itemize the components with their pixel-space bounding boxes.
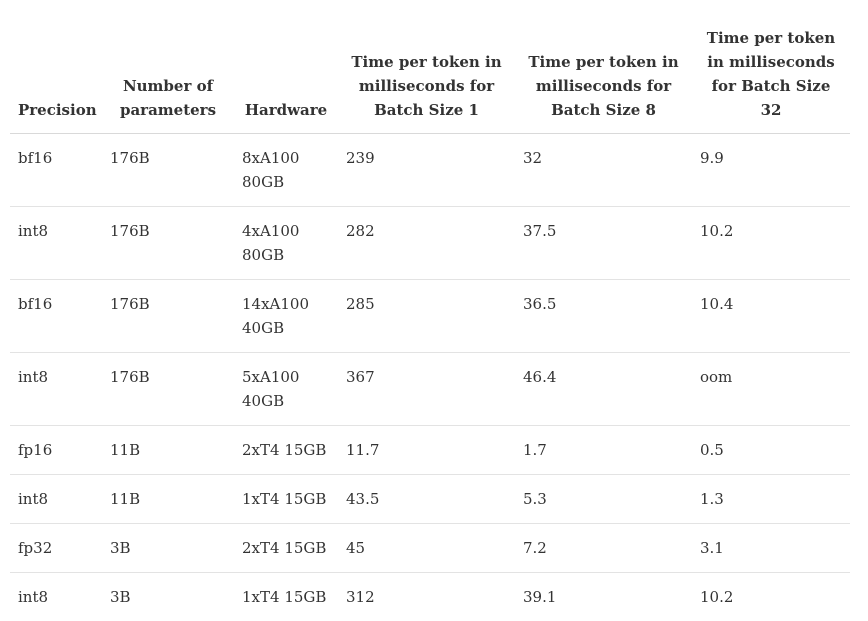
header-time-batch-32: Time per token in milliseconds for Batch…: [692, 22, 850, 134]
cell-precision: int8: [10, 207, 102, 280]
cell-time-batch-1: 285: [338, 280, 515, 353]
table-row: bf16 176B 8xA100 80GB 239 32 9.9: [10, 134, 850, 207]
cell-parameters: 3B: [102, 524, 234, 573]
cell-precision: bf16: [10, 280, 102, 353]
header-time-batch-8: Time per token in milliseconds for Batch…: [515, 22, 692, 134]
cell-time-batch-32: 10.2: [692, 207, 850, 280]
header-row: Precision Number of parameters Hardware …: [10, 22, 850, 134]
cell-time-batch-1: 11.7: [338, 426, 515, 475]
cell-time-batch-32: 0.5: [692, 426, 850, 475]
table-row: fp32 3B 2xT4 15GB 45 7.2 3.1: [10, 524, 850, 573]
cell-parameters: 11B: [102, 426, 234, 475]
cell-time-batch-32: 10.4: [692, 280, 850, 353]
table-row: bf16 176B 14xA100 40GB 285 36.5 10.4: [10, 280, 850, 353]
cell-time-batch-1: 43.5: [338, 475, 515, 524]
cell-parameters: 176B: [102, 207, 234, 280]
cell-time-batch-1: 312: [338, 573, 515, 621]
cell-parameters: 3B: [102, 573, 234, 621]
cell-time-batch-1: 45: [338, 524, 515, 573]
cell-hardware: 4xA100 80GB: [234, 207, 338, 280]
cell-time-batch-8: 39.1: [515, 573, 692, 621]
cell-time-batch-8: 5.3: [515, 475, 692, 524]
cell-time-batch-32: oom: [692, 353, 850, 426]
table-row: int8 176B 5xA100 40GB 367 46.4 oom: [10, 353, 850, 426]
table-row: fp16 11B 2xT4 15GB 11.7 1.7 0.5: [10, 426, 850, 475]
cell-time-batch-32: 3.1: [692, 524, 850, 573]
cell-precision: int8: [10, 573, 102, 621]
cell-time-batch-32: 1.3: [692, 475, 850, 524]
table-body: bf16 176B 8xA100 80GB 239 32 9.9 int8 17…: [10, 134, 850, 621]
cell-time-batch-8: 46.4: [515, 353, 692, 426]
cell-time-batch-8: 7.2: [515, 524, 692, 573]
cell-precision: fp16: [10, 426, 102, 475]
cell-time-batch-1: 367: [338, 353, 515, 426]
table-row: int8 3B 1xT4 15GB 312 39.1 10.2: [10, 573, 850, 621]
cell-hardware: 8xA100 80GB: [234, 134, 338, 207]
table-row: int8 176B 4xA100 80GB 282 37.5 10.2: [10, 207, 850, 280]
header-time-batch-1: Time per token in milliseconds for Batch…: [338, 22, 515, 134]
cell-time-batch-32: 9.9: [692, 134, 850, 207]
cell-time-batch-1: 239: [338, 134, 515, 207]
cell-parameters: 176B: [102, 353, 234, 426]
cell-hardware: 14xA100 40GB: [234, 280, 338, 353]
cell-precision: int8: [10, 353, 102, 426]
header-number-of-parameters: Number of parameters: [102, 22, 234, 134]
cell-time-batch-32: 10.2: [692, 573, 850, 621]
benchmark-table-container: Precision Number of parameters Hardware …: [10, 22, 850, 621]
header-hardware: Hardware: [234, 22, 338, 134]
cell-precision: fp32: [10, 524, 102, 573]
cell-hardware: 2xT4 15GB: [234, 524, 338, 573]
benchmark-table: Precision Number of parameters Hardware …: [10, 22, 850, 621]
cell-hardware: 1xT4 15GB: [234, 475, 338, 524]
table-row: int8 11B 1xT4 15GB 43.5 5.3 1.3: [10, 475, 850, 524]
cell-time-batch-8: 32: [515, 134, 692, 207]
cell-precision: bf16: [10, 134, 102, 207]
cell-time-batch-8: 1.7: [515, 426, 692, 475]
cell-parameters: 176B: [102, 280, 234, 353]
cell-hardware: 5xA100 40GB: [234, 353, 338, 426]
cell-parameters: 11B: [102, 475, 234, 524]
cell-hardware: 1xT4 15GB: [234, 573, 338, 621]
cell-parameters: 176B: [102, 134, 234, 207]
table-header: Precision Number of parameters Hardware …: [10, 22, 850, 134]
cell-precision: int8: [10, 475, 102, 524]
header-precision: Precision: [10, 22, 102, 134]
cell-time-batch-8: 36.5: [515, 280, 692, 353]
cell-time-batch-1: 282: [338, 207, 515, 280]
cell-time-batch-8: 37.5: [515, 207, 692, 280]
cell-hardware: 2xT4 15GB: [234, 426, 338, 475]
